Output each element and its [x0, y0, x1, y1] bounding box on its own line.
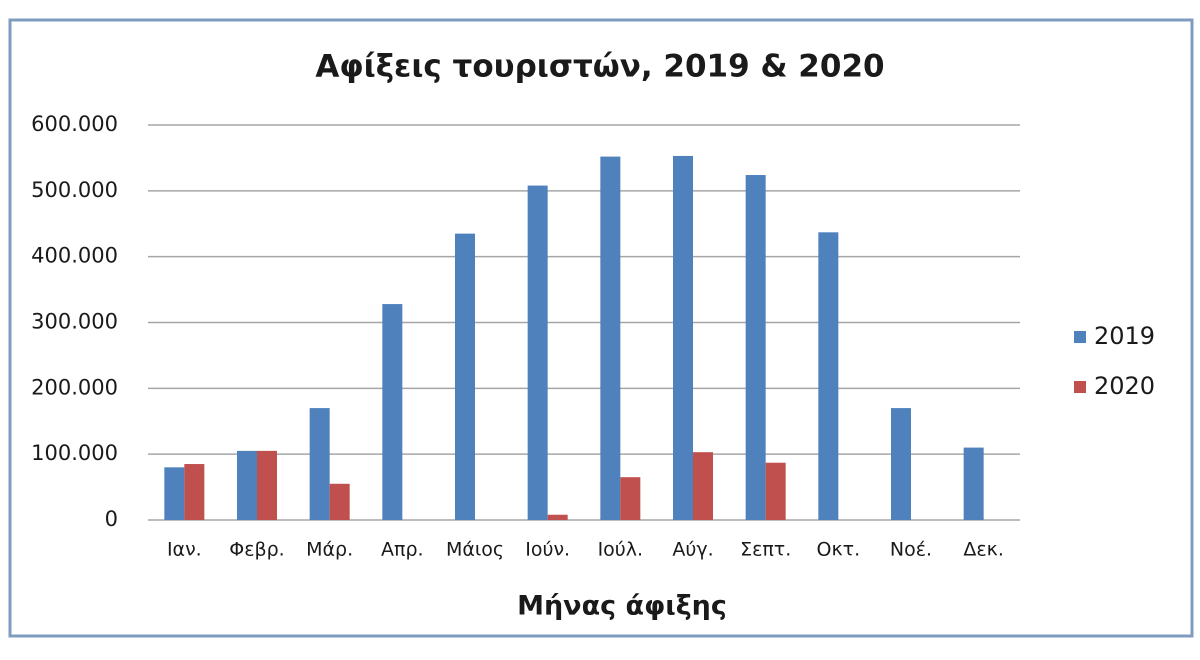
x-tick-label: Ιούλ.: [598, 539, 644, 561]
x-tick-label: Νοέ.: [890, 539, 932, 561]
x-tick-label: Σεπτ.: [740, 539, 791, 561]
y-tick-label: 300.000: [31, 310, 118, 334]
bar: [329, 483, 350, 520]
y-tick-label: 0: [105, 507, 118, 531]
bar: [164, 467, 185, 520]
y-tick-label: 100.000: [31, 441, 118, 465]
x-tick-label: Ιούν.: [525, 539, 570, 561]
x-tick-label: Οκτ.: [817, 539, 861, 561]
bar: [257, 450, 277, 520]
x-axis-title: Μήνας άφιξης: [517, 591, 727, 622]
x-tick-label: Μάρ.: [306, 539, 353, 561]
x-tick-label: Απρ.: [381, 539, 424, 561]
x-tick-label: Ιαν.: [167, 539, 202, 561]
bar: [891, 408, 911, 520]
bar: [673, 155, 693, 521]
bar: [184, 464, 205, 520]
chart-title: Αφίξεις τουριστών, 2019 & 2020: [315, 49, 884, 85]
bar: [600, 156, 621, 520]
x-tick-label: Φεβρ.: [229, 539, 284, 561]
legend-label: 2020: [1094, 372, 1155, 400]
y-tick-label: 500.000: [31, 178, 118, 202]
y-tick-label: 200.000: [31, 375, 118, 399]
bar: [745, 175, 766, 521]
bar: [237, 450, 257, 520]
x-tick-label: Δεκ.: [963, 539, 1004, 561]
legend-swatch: [1074, 331, 1086, 343]
bar: [818, 232, 839, 520]
bar: [382, 304, 403, 520]
y-tick-label: 400.000: [31, 244, 118, 268]
bar: [309, 408, 330, 520]
x-tick-label: Αύγ.: [672, 539, 713, 561]
bar: [455, 233, 475, 520]
bar: [547, 514, 568, 520]
y-tick-label: 600.000: [31, 112, 118, 136]
bar: [527, 185, 548, 521]
bar: [693, 452, 713, 520]
bar: [765, 462, 786, 520]
x-tick-label: Μάιος: [446, 539, 504, 561]
legend-swatch: [1074, 381, 1086, 393]
bar: [963, 447, 984, 520]
legend-label: 2019: [1094, 322, 1155, 350]
bar: [620, 477, 641, 520]
